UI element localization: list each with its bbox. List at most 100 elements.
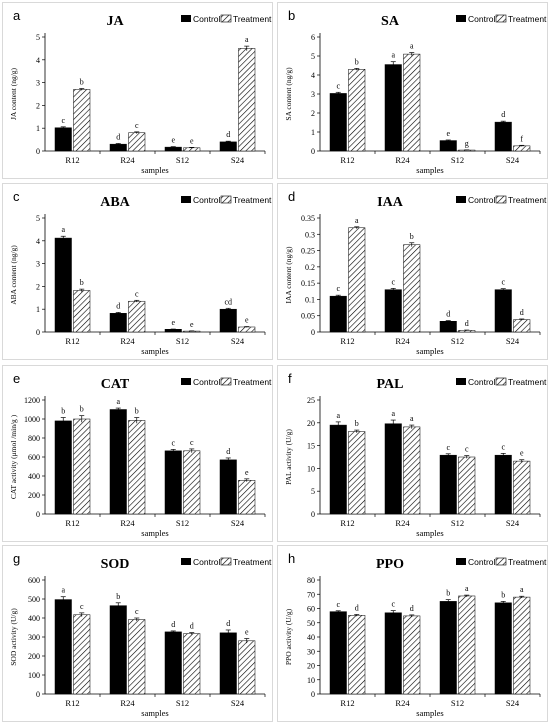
y-tick-label: 6 <box>311 33 315 42</box>
y-tick-label: 10 <box>307 676 315 685</box>
significance-label: a <box>410 42 414 51</box>
x-tick-label: R24 <box>120 518 135 528</box>
y-tick-label: 3 <box>311 90 315 99</box>
legend-label-control: Control <box>193 377 221 387</box>
y-axis-label: PAL activity (U/g) <box>284 429 293 485</box>
significance-label: c <box>190 438 194 447</box>
x-tick-label: R24 <box>120 155 135 165</box>
bar-control <box>384 612 402 695</box>
y-tick-label: 0 <box>311 510 315 519</box>
significance-label: b <box>135 407 139 416</box>
bar-control <box>329 424 347 515</box>
x-tick-label: S12 <box>451 336 464 346</box>
legend-swatch-treatment <box>495 195 507 204</box>
y-tick-label: 4 <box>36 237 40 246</box>
significance-label: c <box>501 278 505 287</box>
x-tick-label: S12 <box>176 155 189 165</box>
significance-label: b <box>501 590 505 599</box>
chart-svg-c: c ABA Control Treatment 0 1 2 3 4 5 ABA content (n… <box>9 189 272 356</box>
bar-control <box>329 611 347 695</box>
legend-swatch-treatment <box>495 377 507 386</box>
legend: Control Treatment <box>456 377 547 387</box>
y-tick-label: 60 <box>307 605 315 614</box>
bar-treatment <box>128 132 146 152</box>
significance-label: b <box>355 57 359 66</box>
y-tick-label: 2 <box>36 282 40 291</box>
bar-treatment <box>73 614 91 695</box>
legend-label-control: Control <box>193 195 221 205</box>
y-axis-label: SOD activity (U/g) <box>9 608 18 666</box>
x-tick-label: S12 <box>451 698 464 708</box>
bar-control <box>494 289 512 333</box>
significance-label: b <box>116 592 120 601</box>
bar-control <box>439 140 457 152</box>
x-tick-label: R12 <box>340 518 354 528</box>
y-tick-label: 1200 <box>24 396 40 405</box>
significance-label: a <box>410 414 414 423</box>
y-tick-label: 2 <box>36 101 40 110</box>
y-tick-label: 600 <box>28 576 40 585</box>
legend-swatch-control <box>181 378 191 385</box>
legend-swatch-treatment <box>220 195 232 204</box>
chart-title: ABA <box>100 195 130 210</box>
significance-label: c <box>336 600 340 609</box>
x-axis-label: samples <box>416 165 443 175</box>
chart-svg-b: b SA Control Treatment 0 1 2 3 4 5 6 SA content (ng… <box>284 8 547 175</box>
y-axis-label: SA content (ng/g) <box>284 67 293 121</box>
significance-label: c <box>80 602 84 611</box>
x-tick-label: S24 <box>506 155 520 165</box>
significance-label: d <box>226 447 230 456</box>
y-tick-label: 1000 <box>24 415 40 424</box>
y-tick-label: 50 <box>307 619 315 628</box>
significance-label: a <box>465 584 469 593</box>
significance-label: d <box>171 620 175 629</box>
significance-label: c <box>336 284 340 293</box>
significance-label: a <box>61 586 65 595</box>
significance-label: c <box>391 277 395 286</box>
y-tick-label: 0.1 <box>305 295 315 304</box>
x-tick-label: S12 <box>451 155 464 165</box>
significance-label: d <box>190 622 194 631</box>
x-tick-label: S24 <box>231 336 245 346</box>
significance-label: d <box>465 319 469 328</box>
y-tick-label: 10 <box>307 464 315 473</box>
y-tick-label: 4 <box>36 56 40 65</box>
bar-control <box>439 601 457 695</box>
significance-label: c <box>135 607 139 616</box>
x-tick-label: S24 <box>231 518 245 528</box>
y-axis-label: ABA content (ng/g) <box>9 245 18 305</box>
legend-swatch-treatment <box>220 557 232 566</box>
bar-treatment <box>458 456 476 515</box>
y-tick-label: 0 <box>36 328 40 337</box>
y-tick-label: 1 <box>311 128 315 137</box>
panel-letter: c <box>13 189 20 204</box>
bar-control <box>439 321 457 333</box>
chart-panel-c: c ABA Control Treatment 0 1 2 3 4 5 ABA content (n… <box>2 183 273 360</box>
bar-treatment <box>238 326 256 333</box>
y-tick-label: 3 <box>36 260 40 269</box>
bar-control <box>109 143 127 152</box>
chart-title: CAT <box>101 377 130 392</box>
significance-label: d <box>355 603 359 612</box>
bar-control <box>54 127 72 152</box>
bar-control <box>164 146 182 152</box>
chart-svg-d: d IAA Control Treatment 0 0.05 0.1 0.15 0.2 0.25 0… <box>284 189 547 356</box>
significance-label: e <box>245 468 249 477</box>
y-tick-label: 0.15 <box>301 279 315 288</box>
y-tick-label: 80 <box>307 576 315 585</box>
x-tick-label: S24 <box>506 336 520 346</box>
legend-swatch-control <box>456 196 466 203</box>
y-tick-label: 5 <box>36 33 40 42</box>
bar-control <box>384 64 402 152</box>
significance-label: b <box>61 407 65 416</box>
y-tick-label: 0 <box>36 147 40 156</box>
x-tick-label: R12 <box>340 336 354 346</box>
y-tick-label: 1 <box>36 305 40 314</box>
chart-panel-f: f PAL Control Treatment 0 5 10 15 20 25 PAL activi… <box>277 365 548 542</box>
x-tick-label: R24 <box>395 336 410 346</box>
x-axis-label: samples <box>416 346 443 356</box>
legend-swatch-control <box>181 15 191 22</box>
significance-label: c <box>171 438 175 447</box>
y-tick-label: 20 <box>307 662 315 671</box>
legend: Control Treatment <box>456 14 547 24</box>
